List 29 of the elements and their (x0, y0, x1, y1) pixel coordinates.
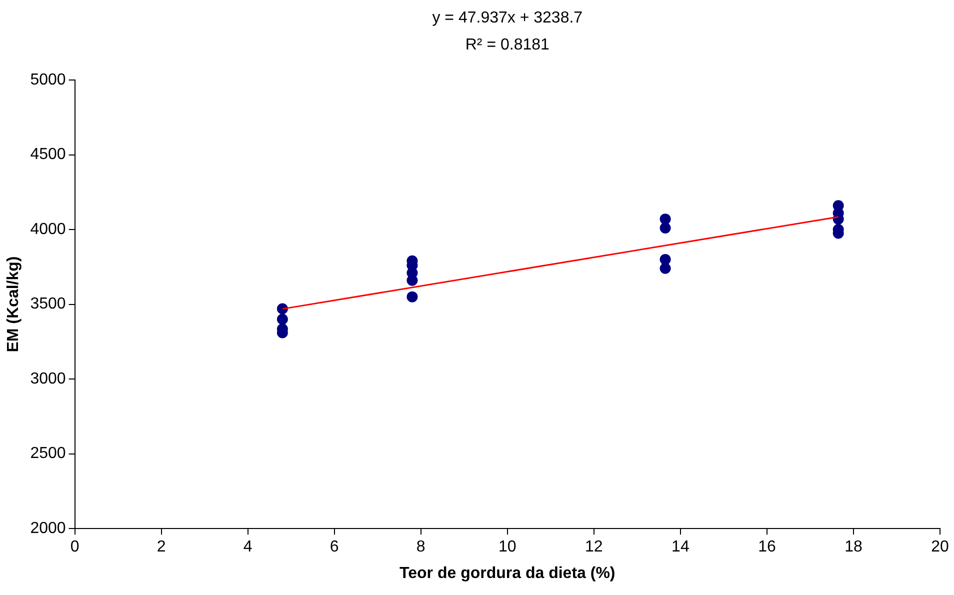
x-tick-label: 14 (672, 538, 690, 556)
y-tick-label: 4500 (30, 146, 66, 164)
point (660, 262, 671, 274)
point (660, 254, 671, 265)
text: R² = 0.8181 (465, 36, 550, 54)
point (276, 303, 288, 314)
point (660, 222, 671, 234)
y-tick-label: 4000 (30, 220, 66, 238)
x-tick-label: 0 (70, 538, 80, 556)
x-tick-label: 10 (498, 538, 516, 556)
x-tick-label: 4 (243, 538, 252, 556)
text: y = 47.937x + 3238.7 (432, 9, 583, 26)
x-tick-label: 18 (844, 538, 862, 556)
x-tick-label: 8 (416, 538, 426, 556)
x-tick-label: 20 (931, 538, 949, 556)
y-tick-label: 2500 (30, 445, 66, 462)
point (660, 214, 671, 225)
point (276, 314, 288, 325)
x-tick-label: 12 (585, 538, 603, 556)
x-tick-label: 6 (330, 538, 339, 556)
x-tick-label: 2 (156, 538, 166, 556)
x-tick-label: 16 (758, 538, 776, 556)
y-tick-label: 3500 (30, 296, 66, 313)
x-axis-title: Teor de gordura da dieta (%) (400, 564, 616, 582)
y-tick-label: 3000 (30, 370, 66, 388)
y-tick-label: 2000 (30, 520, 66, 538)
y-axis-title: EM (Kcal/kg) (5, 256, 22, 352)
y-tick-label: 5000 (30, 71, 66, 88)
point (406, 291, 418, 302)
